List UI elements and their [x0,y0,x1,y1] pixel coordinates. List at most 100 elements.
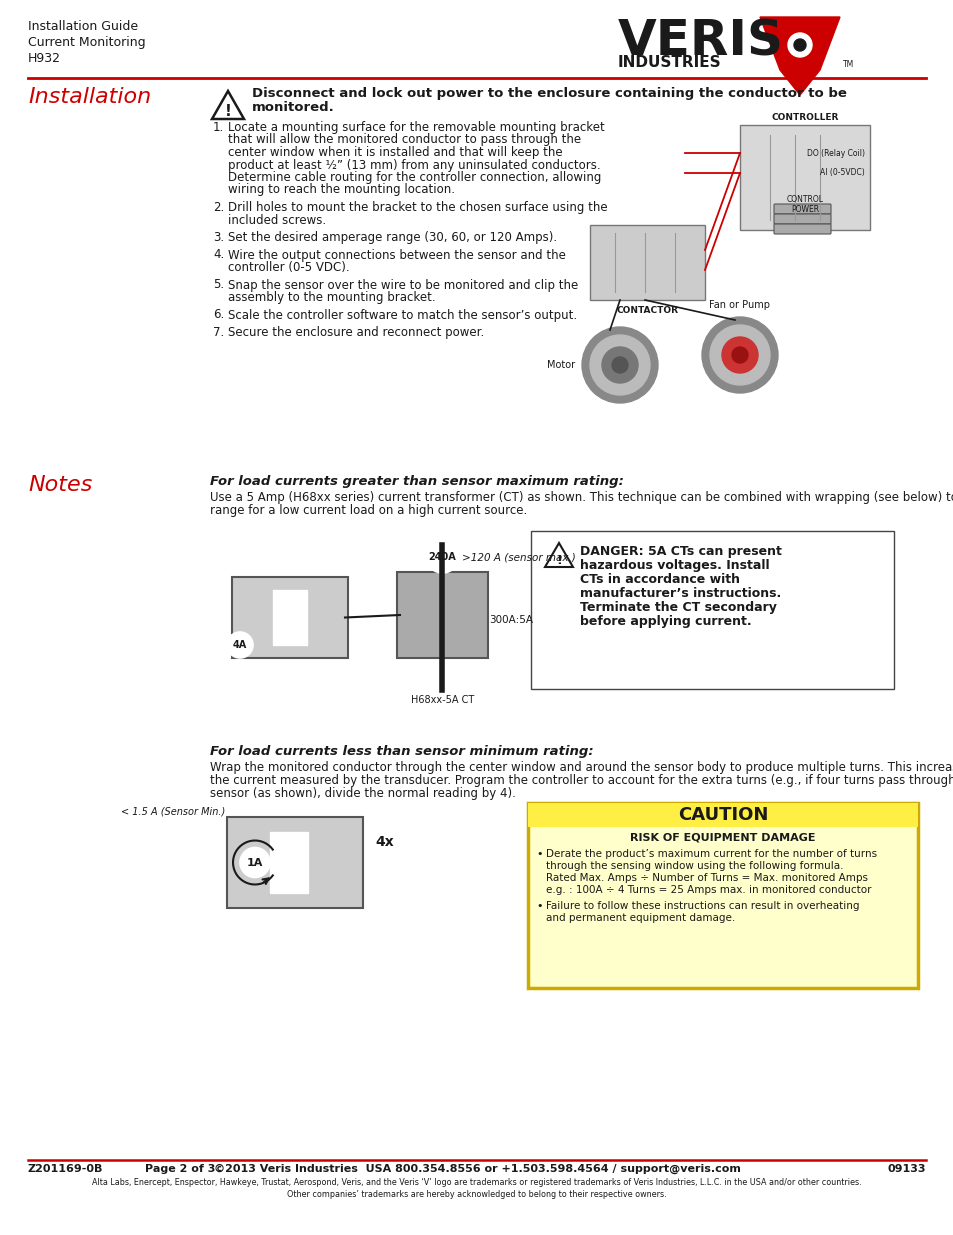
FancyBboxPatch shape [773,224,830,233]
Text: 1A: 1A [247,857,263,867]
Text: Installation Guide: Installation Guide [28,20,138,33]
Text: Determine cable routing for the controller connection, allowing: Determine cable routing for the controll… [228,170,600,184]
Text: For load currents greater than sensor maximum rating:: For load currents greater than sensor ma… [210,475,623,488]
Text: RISK OF EQUIPMENT DAMAGE: RISK OF EQUIPMENT DAMAGE [630,832,815,844]
Text: sensor (as shown), divide the normal reading by 4).: sensor (as shown), divide the normal rea… [210,787,516,800]
Text: included screws.: included screws. [228,214,326,226]
Text: INDUSTRIES: INDUSTRIES [618,56,720,70]
Text: CAUTION: CAUTION [677,806,767,824]
Text: Installation: Installation [28,86,152,107]
Circle shape [721,337,758,373]
Text: CONTROLLER: CONTROLLER [771,112,838,122]
Text: and permanent equipment damage.: and permanent equipment damage. [545,913,735,923]
Polygon shape [760,17,840,95]
Bar [270,832,308,893]
Circle shape [581,327,658,403]
Text: Derate the product’s maximum current for the number of turns: Derate the product’s maximum current for… [545,848,876,860]
Circle shape [787,33,811,57]
Text: Wire the output connections between the sensor and the: Wire the output connections between the … [228,248,565,262]
Circle shape [612,357,627,373]
Text: 4.: 4. [213,248,224,262]
FancyBboxPatch shape [232,577,348,658]
Text: Locate a mounting surface for the removable mounting bracket: Locate a mounting surface for the remova… [228,121,604,135]
FancyBboxPatch shape [773,204,830,214]
Text: 300A:5A: 300A:5A [489,615,533,625]
FancyBboxPatch shape [589,225,704,300]
FancyBboxPatch shape [396,572,488,658]
Text: Drill holes to mount the bracket to the chosen surface using the: Drill holes to mount the bracket to the … [228,201,607,214]
Text: product at least ½” (13 mm) from any uninsulated conductors.: product at least ½” (13 mm) from any uni… [228,158,600,172]
Text: Motor: Motor [546,359,575,370]
Text: DANGER: 5A CTs can present: DANGER: 5A CTs can present [579,545,781,558]
FancyBboxPatch shape [773,214,830,224]
Text: hazardous voltages. Install: hazardous voltages. Install [579,559,769,572]
Text: DO (Relay Coil): DO (Relay Coil) [806,148,864,158]
Text: Scale the controller software to match the sensor’s output.: Scale the controller software to match t… [228,309,577,321]
Text: Notes: Notes [28,475,92,495]
Text: !: ! [556,553,561,567]
Text: ©2013 Veris Industries  USA 800.354.8556 or +1.503.598.4564 / support@veris.com: ©2013 Veris Industries USA 800.354.8556 … [213,1165,740,1174]
Circle shape [589,335,649,395]
Text: range for a low current load on a high current source.: range for a low current load on a high c… [210,504,527,517]
Text: Rated Max. Amps ÷ Number of Turns = Max. monitored Amps: Rated Max. Amps ÷ Number of Turns = Max.… [545,873,867,883]
Text: through the sensing window using the following formula.: through the sensing window using the fol… [545,861,842,871]
Text: For load currents less than sensor minimum rating:: For load currents less than sensor minim… [210,745,593,758]
FancyBboxPatch shape [527,803,917,988]
Circle shape [426,541,458,573]
Circle shape [601,347,638,383]
Text: Snap the sensor over the wire to be monitored and clip the: Snap the sensor over the wire to be moni… [228,279,578,291]
Text: Z201169-0B: Z201169-0B [28,1165,103,1174]
Text: Fan or Pump: Fan or Pump [709,300,770,310]
Circle shape [227,632,253,658]
Text: monitored.: monitored. [252,101,335,114]
Text: POWER: POWER [790,205,819,214]
Text: Set the desired amperage range (30, 60, or 120 Amps).: Set the desired amperage range (30, 60, … [228,231,557,245]
Text: assembly to the mounting bracket.: assembly to the mounting bracket. [228,291,436,304]
Text: Terminate the CT secondary: Terminate the CT secondary [579,601,776,614]
Text: the current measured by the transducer. Program the controller to account for th: the current measured by the transducer. … [210,774,953,787]
Text: 2.: 2. [213,201,224,214]
Circle shape [701,317,778,393]
Text: wiring to reach the mounting location.: wiring to reach the mounting location. [228,184,455,196]
Text: 4x: 4x [375,835,394,848]
Text: that will allow the monitored conductor to pass through the: that will allow the monitored conductor … [228,133,580,147]
Text: center window when it is installed and that will keep the: center window when it is installed and t… [228,146,562,159]
Text: CTs in accordance with: CTs in accordance with [579,573,740,585]
Text: H932: H932 [28,52,61,65]
Text: H68xx-5A CT: H68xx-5A CT [411,695,474,705]
Text: e.g. : 100A ÷ 4 Turns = 25 Amps max. in monitored conductor: e.g. : 100A ÷ 4 Turns = 25 Amps max. in … [545,885,871,895]
Text: Alta Labs, Enercept, Enspector, Hawkeye, Trustat, Aerospond, Veris, and the Veri: Alta Labs, Enercept, Enspector, Hawkeye,… [92,1178,861,1187]
Text: •: • [536,902,542,911]
Text: 240A: 240A [428,552,456,562]
Circle shape [793,40,805,51]
FancyBboxPatch shape [527,803,917,827]
FancyBboxPatch shape [227,818,363,908]
Text: Secure the enclosure and reconnect power.: Secure the enclosure and reconnect power… [228,326,484,338]
Circle shape [240,847,270,878]
Text: CONTROL: CONTROL [785,195,822,204]
Text: controller (0-5 VDC).: controller (0-5 VDC). [228,261,349,274]
Text: 7.: 7. [213,326,224,338]
Circle shape [709,325,769,385]
Text: < 1.5 A (Sensor Min.): < 1.5 A (Sensor Min.) [121,806,225,818]
Text: Page 2 of 3: Page 2 of 3 [145,1165,215,1174]
FancyBboxPatch shape [531,531,893,689]
Text: !: ! [224,104,232,119]
Text: 6.: 6. [213,309,224,321]
Text: manufacturer’s instructions.: manufacturer’s instructions. [579,587,781,600]
Text: •: • [536,848,542,860]
Text: VERIS: VERIS [618,17,783,65]
Text: TM: TM [842,61,853,69]
Text: 1.: 1. [213,121,224,135]
Text: Wrap the monitored conductor through the center window and around the sensor bod: Wrap the monitored conductor through the… [210,761,953,774]
Circle shape [731,347,747,363]
Text: 09133: 09133 [886,1165,925,1174]
Bar [273,590,307,645]
Text: 5.: 5. [213,279,224,291]
Text: Use a 5 Amp (H68xx series) current transformer (CT) as shown. This technique can: Use a 5 Amp (H68xx series) current trans… [210,492,953,504]
Text: AI (0-5VDC): AI (0-5VDC) [820,168,864,178]
Text: >120 A (sensor max.): >120 A (sensor max.) [462,552,576,562]
Text: Failure to follow these instructions can result in overheating: Failure to follow these instructions can… [545,902,859,911]
Text: 3.: 3. [213,231,224,245]
Text: before applying current.: before applying current. [579,615,751,629]
